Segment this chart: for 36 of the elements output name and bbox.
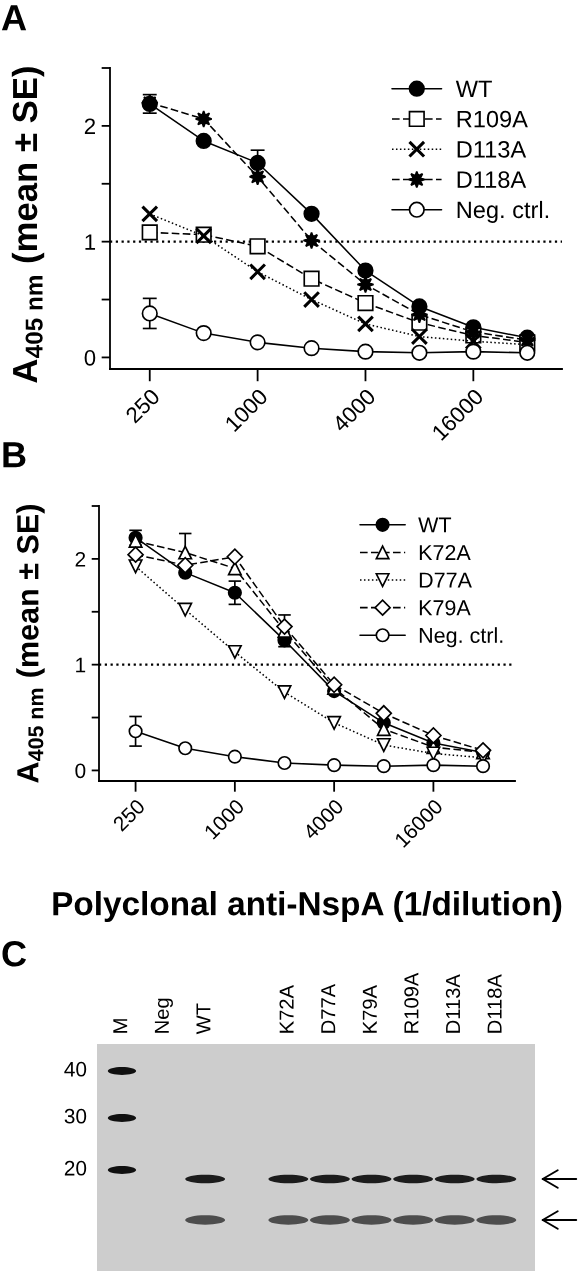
text: 30 <box>64 1108 87 1124</box>
legend-label: K72A <box>419 544 471 560</box>
y-tick-label: 0 <box>75 763 86 779</box>
y-tick-label: 2 <box>75 551 86 567</box>
category-label: D113A <box>445 974 461 1033</box>
chart-title: A <box>1 5 27 31</box>
category-label: D118A <box>487 974 502 1033</box>
legend-label: K79A <box>419 600 471 616</box>
category-label: K79A <box>362 985 377 1033</box>
y-axis-title: A$_{405 nm}$ (mean ± SE) <box>16 505 45 783</box>
legend-label: Neg. ctrl. <box>457 200 549 223</box>
legend-label: D118A <box>457 171 527 188</box>
y-tick-label: 0 <box>84 349 96 366</box>
y-tick-label: 1 <box>76 657 86 673</box>
legend-label: WT <box>455 80 492 97</box>
y-tick-label: 1 <box>85 234 96 250</box>
text: C <box>2 940 27 967</box>
category-label: D77A <box>321 983 336 1033</box>
x-tick-label: 250 <box>124 387 161 424</box>
legend-label: R109A <box>457 110 528 128</box>
legend-label: WT <box>418 517 452 533</box>
category-label: K72A <box>279 985 294 1033</box>
category-label: M <box>113 1019 128 1033</box>
x-tick-label: 250 <box>112 798 146 832</box>
category-label: WT <box>196 1003 211 1035</box>
legend-label: D77A <box>419 572 472 588</box>
y-axis-title: A$_{405 nm}$ (mean ± SE) <box>11 67 45 383</box>
category-label: Neg <box>154 998 173 1033</box>
legend-label: Neg. ctrl. <box>419 627 503 648</box>
text: 20 <box>64 1160 87 1176</box>
x-axis-title: Polyclonal anti-NspA (1/dilution) <box>53 891 562 923</box>
chart-title: B <box>3 442 26 468</box>
legend-label: D113A <box>457 140 527 158</box>
y-tick-label: 2 <box>84 118 95 134</box>
category-label: R109A <box>404 972 419 1033</box>
text: 40 <box>64 1061 87 1077</box>
